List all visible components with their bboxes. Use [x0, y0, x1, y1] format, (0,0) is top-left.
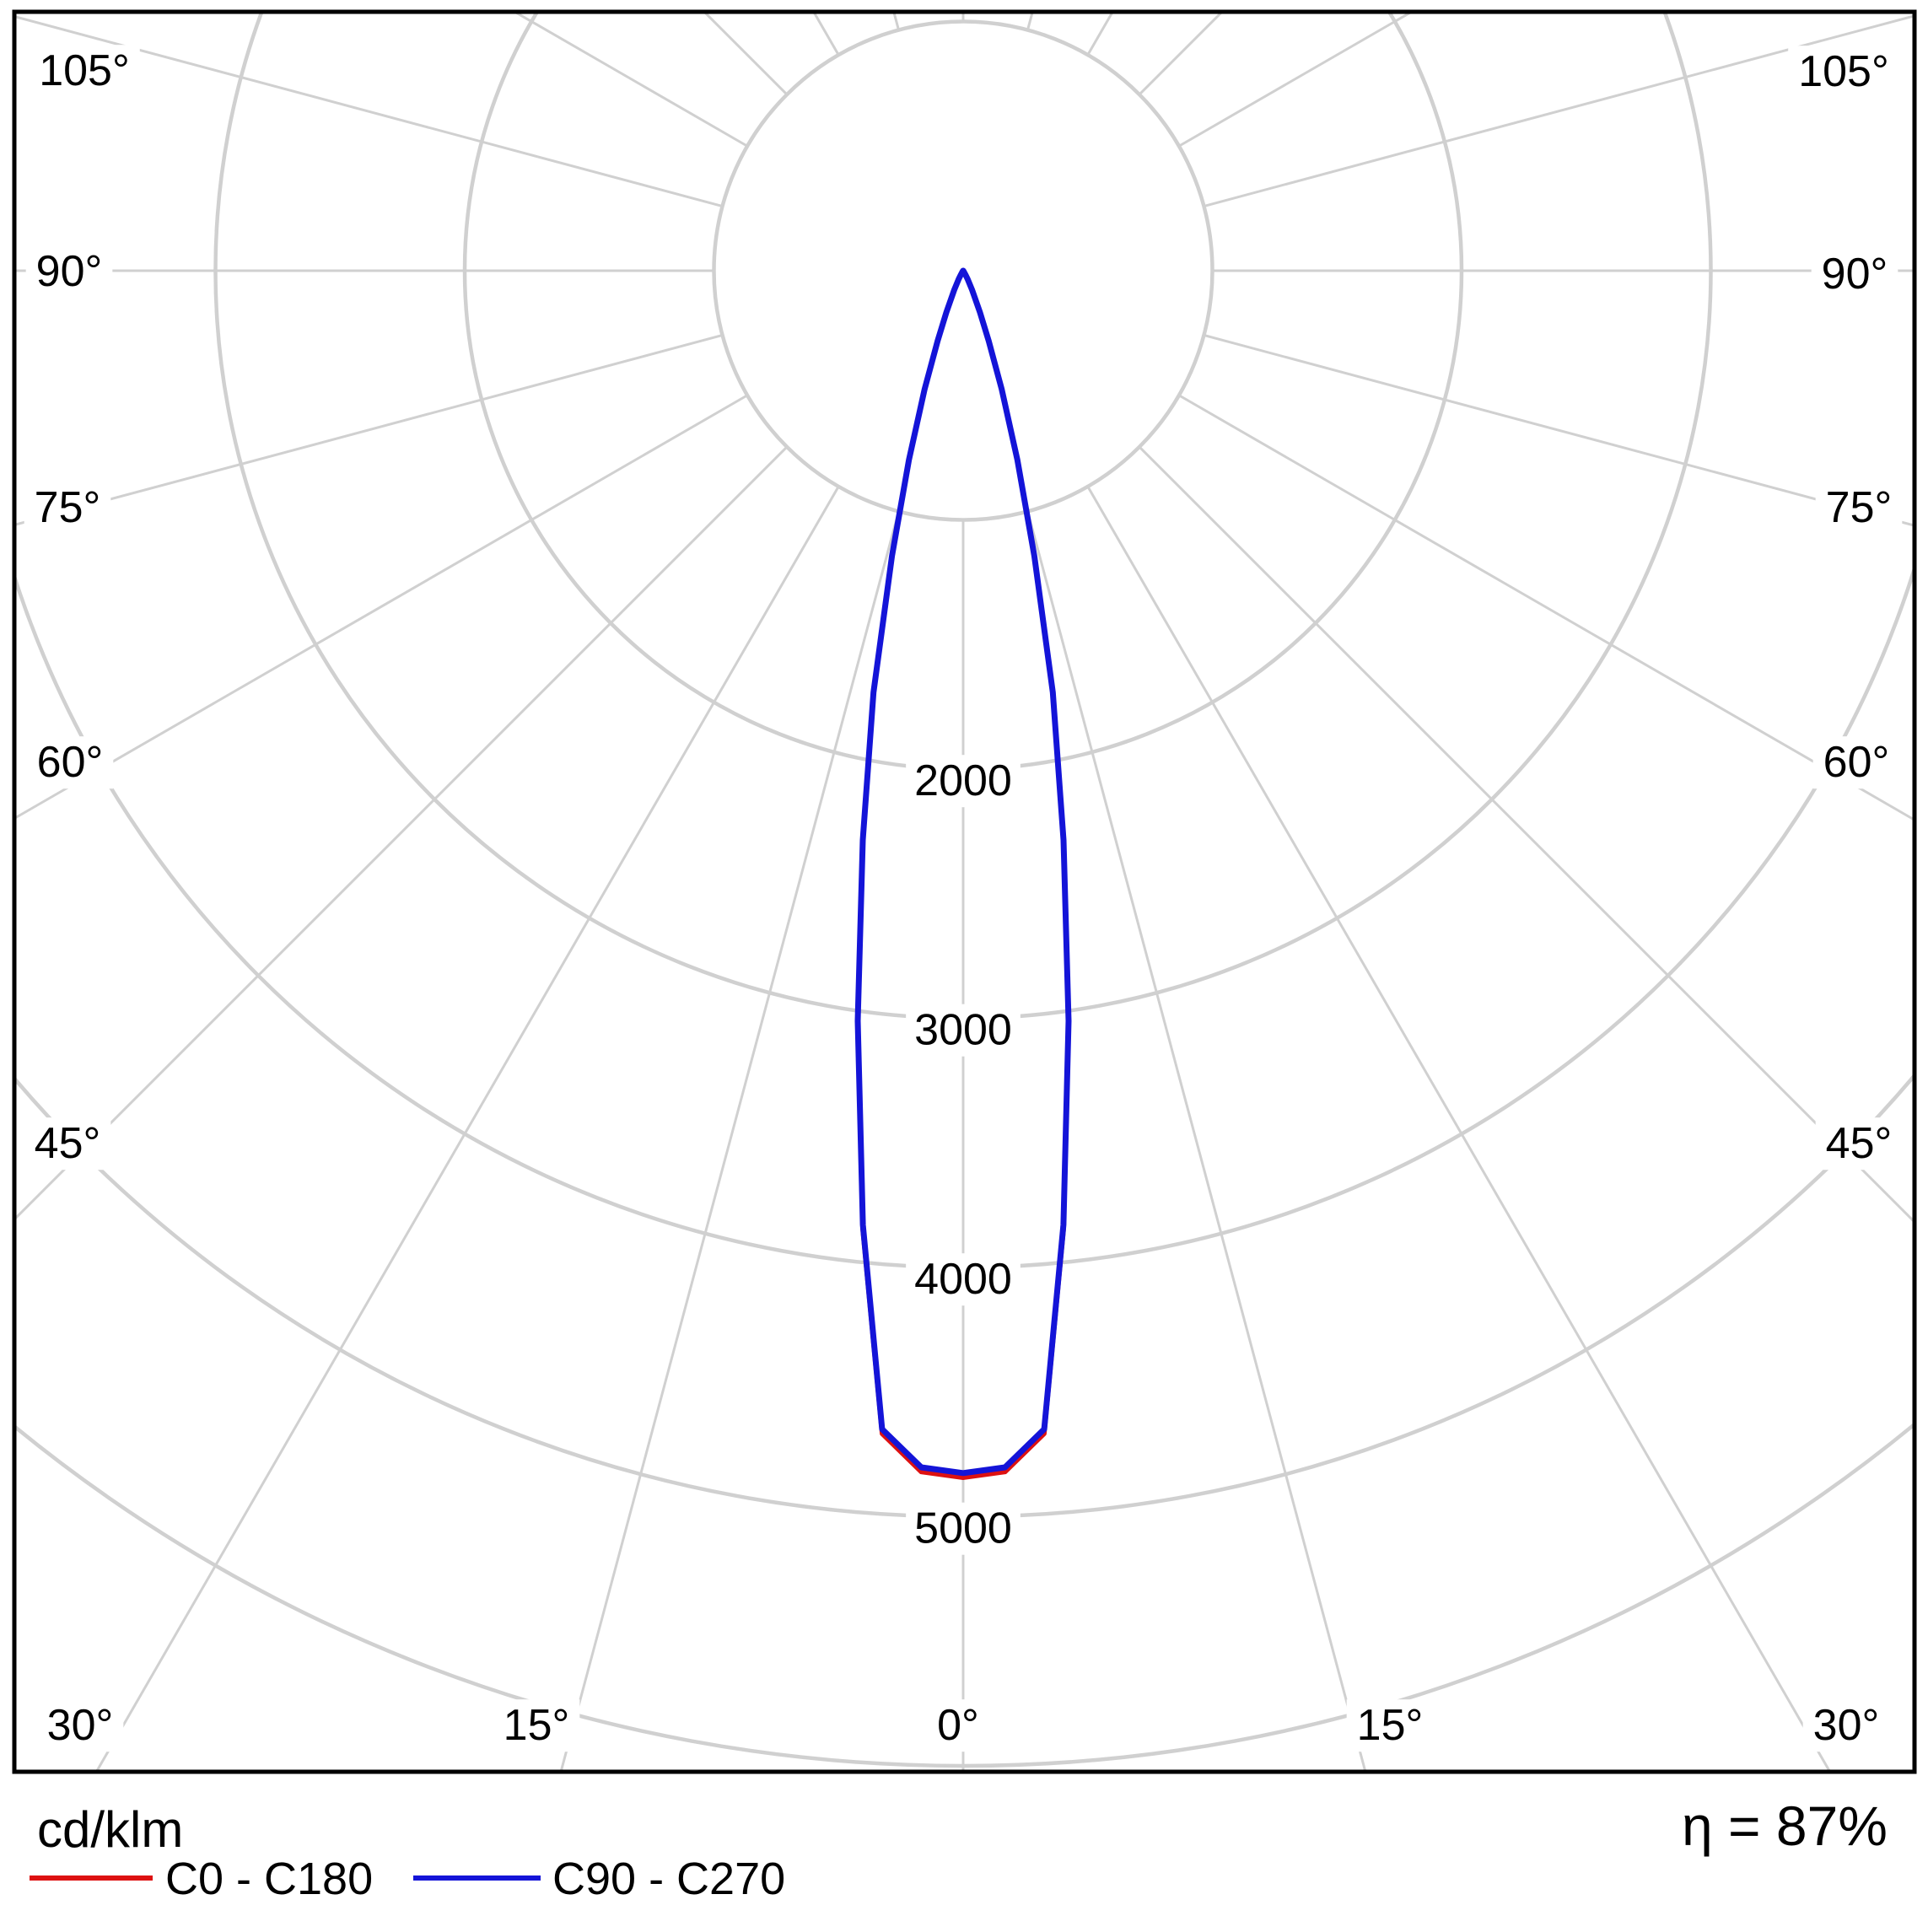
ring-value-label: 4000	[914, 1255, 1012, 1304]
efficiency-label: η = 87%	[1682, 1795, 1888, 1857]
angle-tick-label-bg	[493, 1699, 580, 1752]
legend-label-c90-c270: C90 - C270	[552, 1854, 785, 1904]
angle-tick-label: 30°	[47, 1701, 114, 1750]
angle-tick-label-bg	[1811, 248, 1898, 301]
intensity-curves	[854, 267, 1072, 1480]
angle-tick-label-bg	[927, 1699, 989, 1752]
angle-tick-label: 105°	[39, 46, 130, 95]
polar-grid-ray	[1204, 14, 1913, 207]
ring-value-label-bg	[906, 1253, 1021, 1306]
plot-border	[12, 9, 1917, 1774]
angle-tick-label-bg	[29, 45, 140, 98]
angle-tick-label-bg	[24, 1117, 111, 1171]
angle-tick-label: 75°	[1826, 483, 1893, 532]
ring-value-label: 2000	[914, 756, 1012, 805]
ring-value-label-bg	[906, 1502, 1021, 1555]
polar-grid-ray	[892, 13, 900, 30]
angle-tick-label-bg	[24, 482, 111, 535]
polar-grid-ray	[1086, 486, 1830, 1770]
curve-c90-c270	[854, 267, 1072, 1477]
polar-grid-ray	[96, 486, 840, 1770]
polar-grid-ray	[16, 334, 723, 526]
angle-tick-label: 15°	[1357, 1701, 1424, 1750]
ring-value-label: 5000	[914, 1504, 1012, 1553]
angle-tick-label: 75°	[35, 483, 101, 532]
angle-tick-label-bg	[1815, 1117, 1903, 1171]
angle-tick-label-bg	[26, 736, 114, 789]
unit-label: cd/klm	[37, 1801, 183, 1858]
polar-grid-ray	[1026, 511, 1366, 1770]
polar-grid-ray	[16, 445, 789, 1219]
angle-tick-label-bg	[1788, 46, 1899, 99]
angle-tick-label: 60°	[37, 738, 104, 787]
angle-tick-label-bg	[1346, 1699, 1434, 1752]
angle-tick-label: 15°	[504, 1701, 570, 1750]
ring-value-labels: 2000 3000 4000 5000	[906, 755, 1021, 1555]
polar-grid-ray	[16, 394, 748, 819]
ring-value-label-bg	[906, 755, 1021, 808]
angle-tick-label: 0°	[937, 1701, 979, 1750]
angle-tick-label-bg	[25, 245, 113, 299]
ring-value-label-bg	[906, 1004, 1021, 1057]
angle-tick-label-bg	[1815, 482, 1903, 535]
angle-tick-label: 90°	[1822, 250, 1888, 299]
legend: cd/klm C0 - C180 C90 - C270 η = 87%	[30, 1795, 1888, 1904]
angle-tick-label-bg	[36, 1699, 124, 1752]
polar-grid-ray	[1026, 13, 1034, 30]
ring-value-label: 3000	[914, 1006, 1012, 1055]
legend-label-c0-c180: C0 - C180	[165, 1854, 373, 1904]
polar-grid-ray	[560, 511, 900, 1770]
angle-tick-label-bg	[1812, 736, 1900, 789]
polar-grid-ray	[1178, 394, 1913, 821]
polar-grid-ray	[16, 15, 723, 207]
polar-grid-ray	[1138, 445, 1913, 1222]
angle-tick-label: 90°	[36, 247, 103, 296]
angle-tick-labels: 105° 90° 75° 60° 45° 105° 90° 75° 60° 45° 30° 15° 0°…	[24, 45, 1903, 1752]
angle-tick-label: 60°	[1823, 738, 1890, 787]
polar-grid-ray	[1204, 334, 1913, 527]
angle-tick-label: 30°	[1813, 1701, 1880, 1750]
angle-tick-label-bg	[1802, 1699, 1890, 1752]
angle-tick-label: 45°	[35, 1119, 101, 1168]
angle-tick-label: 105°	[1798, 47, 1889, 96]
angle-tick-label: 45°	[1826, 1119, 1893, 1168]
